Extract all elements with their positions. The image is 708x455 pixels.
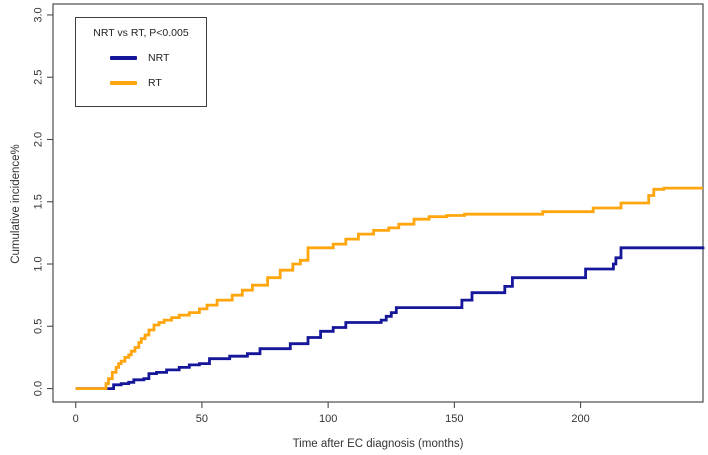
legend-entry-rt: RT — [76, 77, 206, 89]
x-tick-label: 200 — [571, 413, 589, 425]
y-tick-label: 2.5 — [33, 70, 45, 85]
legend-label-rt: RT — [148, 77, 162, 89]
y-axis-title: Cumulative incidence% — [10, 144, 22, 264]
rt-line-swatch-icon — [110, 81, 137, 85]
series-line-rt — [75, 186, 703, 390]
series-line-nrt — [75, 246, 705, 390]
legend-label-nrt: NRT — [148, 52, 170, 64]
legend-title: NRT vs RT, P<0.005 — [93, 27, 189, 39]
y-tick-label: 3.0 — [33, 7, 45, 22]
y-tick-label: 2.0 — [33, 132, 45, 147]
y-tick-label: 1.0 — [33, 256, 45, 271]
x-tick-label: 50 — [196, 413, 208, 425]
x-tick-label: 0 — [73, 413, 79, 425]
x-axis-title: Time after EC diagnosis (months) — [292, 438, 464, 450]
y-tick-label: 0.0 — [33, 381, 45, 396]
x-tick-label: 150 — [445, 413, 463, 425]
legend-entry-nrt: NRT — [76, 52, 206, 64]
legend: NRT vs RT, P<0.005 NRT RT — [75, 17, 207, 107]
y-tick-label: 0.5 — [33, 319, 45, 334]
y-tick-label: 1.5 — [33, 194, 45, 209]
x-tick-label: 100 — [319, 413, 337, 425]
nrt-line-swatch-icon — [110, 56, 137, 60]
